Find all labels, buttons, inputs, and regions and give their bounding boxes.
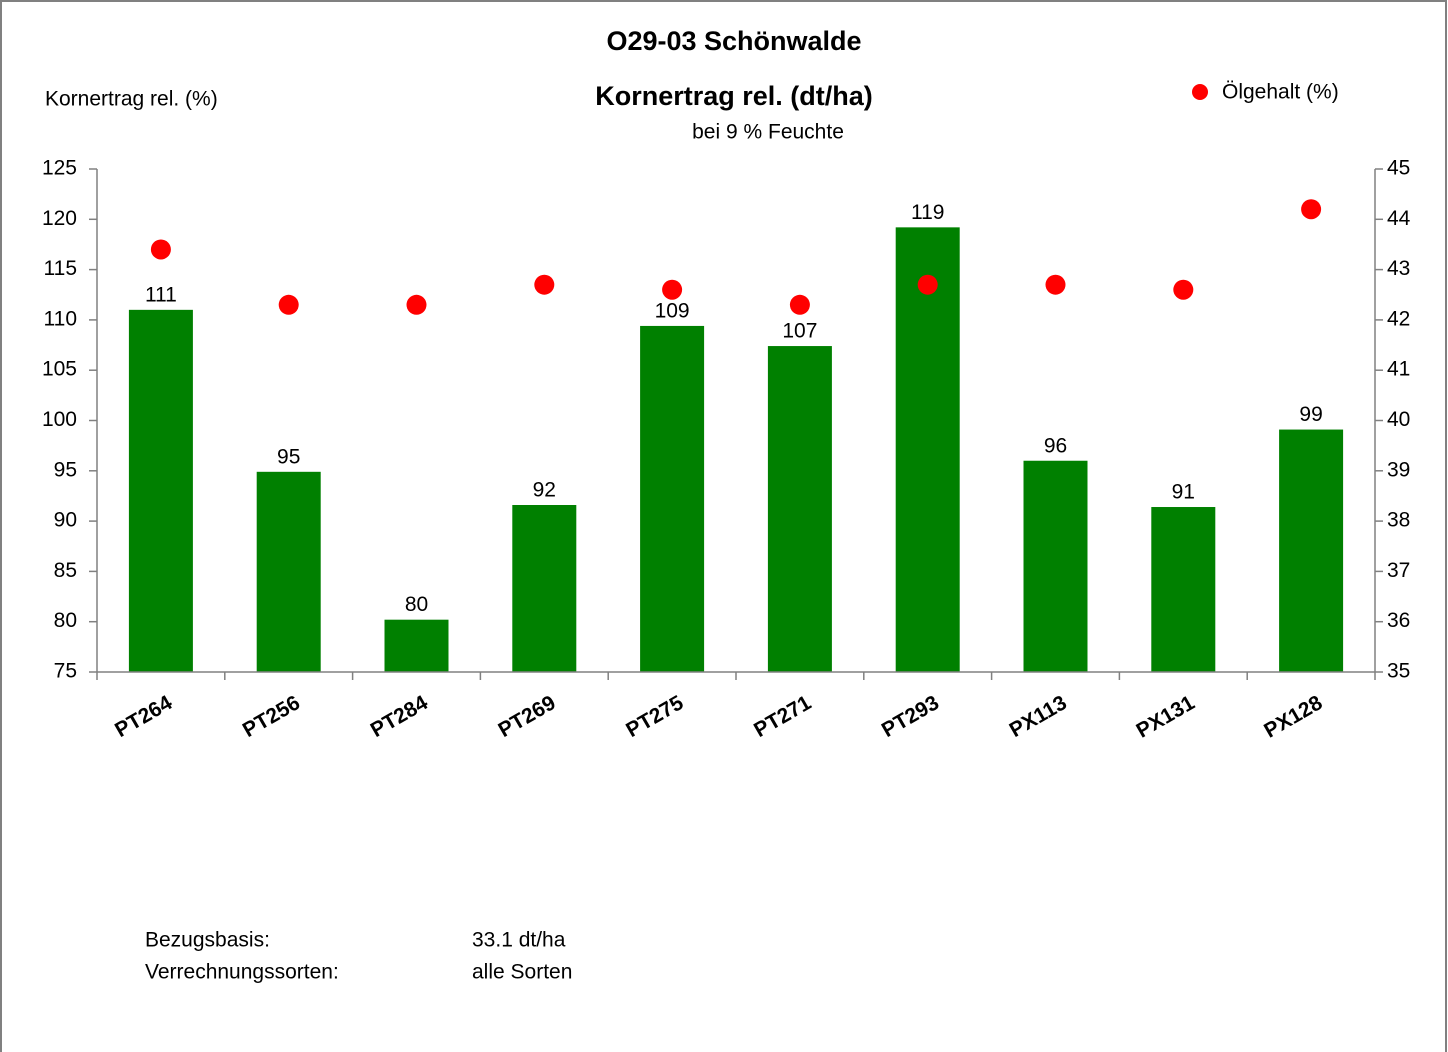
- point: [789, 294, 810, 315]
- y-tick-label: 120: [42, 207, 77, 230]
- y-tick-label: 80: [54, 609, 77, 632]
- bar: [256, 471, 321, 672]
- y-tick-label: 110: [44, 307, 77, 330]
- legend-label: Ölgehalt (%): [1222, 81, 1339, 104]
- footnote-label: Verrechnungssorten:: [145, 961, 339, 984]
- footnote-value: alle Sorten: [472, 961, 572, 984]
- y-tick-label: 75: [54, 660, 77, 683]
- point: [150, 239, 171, 260]
- footnote-value: 33.1 dt/ha: [472, 929, 566, 952]
- point: [278, 294, 299, 315]
- y-tick-label: 115: [44, 257, 77, 280]
- data-label: 107: [782, 320, 817, 343]
- y2-tick-label: 43: [1387, 257, 1410, 280]
- legend-marker: [1192, 84, 1208, 100]
- data-label: 80: [405, 593, 428, 616]
- y2-tick-label: 40: [1387, 408, 1410, 431]
- point: [406, 294, 427, 315]
- bar: [128, 309, 193, 672]
- point: [1045, 274, 1066, 295]
- bar: [767, 346, 832, 672]
- bar: [640, 325, 705, 672]
- y2-tick-label: 41: [1387, 358, 1410, 381]
- bar: [895, 227, 960, 672]
- point: [662, 279, 683, 300]
- bar: [1151, 507, 1216, 672]
- data-label: 111: [145, 283, 177, 306]
- point: [534, 274, 555, 295]
- chart-subtitle: Kornertrag rel. (dt/ha): [595, 81, 873, 111]
- y2-tick-label: 37: [1387, 559, 1410, 582]
- bar: [1023, 460, 1088, 672]
- data-label: 91: [1172, 481, 1195, 504]
- y2-tick-label: 38: [1387, 509, 1410, 532]
- y-tick-label: 90: [54, 509, 77, 532]
- y2-tick-label: 42: [1387, 307, 1410, 330]
- bar: [512, 505, 577, 672]
- bar: [384, 619, 449, 672]
- y-tick-label: 95: [54, 458, 77, 481]
- point: [1173, 279, 1194, 300]
- y2-tick-label: 35: [1387, 660, 1410, 683]
- y-tick-label: 125: [42, 157, 77, 180]
- bar: [1279, 429, 1344, 672]
- point: [917, 274, 938, 295]
- data-label: 99: [1299, 403, 1322, 426]
- y2-tick-label: 39: [1387, 458, 1410, 481]
- data-label: 95: [277, 445, 300, 468]
- chart-title: O29-03 Schönwalde: [606, 26, 861, 56]
- y2-tick-label: 36: [1387, 609, 1410, 632]
- y2-tick-label: 45: [1387, 157, 1410, 180]
- data-label: 119: [911, 201, 944, 224]
- data-label: 92: [533, 479, 556, 502]
- y-tick-label: 100: [42, 408, 77, 431]
- chart-note: bei 9 % Feuchte: [692, 121, 844, 144]
- y-axis-label: Kornertrag rel. (%): [45, 88, 218, 111]
- data-label: 96: [1044, 434, 1067, 457]
- y2-tick-label: 44: [1387, 207, 1411, 230]
- y-tick-label: 105: [42, 358, 77, 381]
- y-tick-label: 85: [54, 559, 77, 582]
- footnote-label: Bezugsbasis:: [145, 929, 270, 952]
- point: [1301, 199, 1322, 220]
- data-label: 109: [655, 299, 690, 322]
